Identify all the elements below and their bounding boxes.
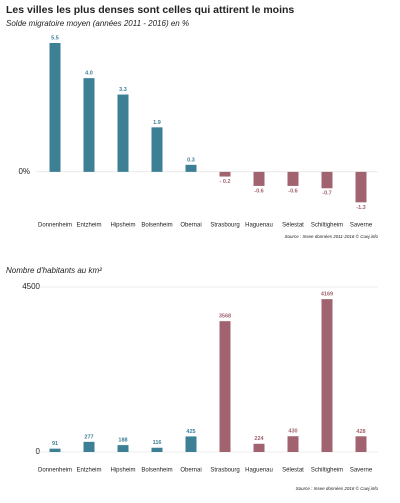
bar [117, 94, 129, 172]
value-label: -0.6 [254, 188, 263, 194]
bar [355, 171, 367, 203]
y-tick-label: 0% [18, 167, 30, 176]
value-label: 430 [288, 429, 297, 435]
bar [219, 321, 231, 452]
bar [287, 171, 299, 186]
value-label: 4.0 [85, 71, 93, 77]
y-tick-label: 0 [36, 447, 41, 456]
x-tick-label: Bolsenheim [141, 468, 172, 474]
x-tick-label: Strasbourg [210, 468, 239, 474]
bar [219, 171, 231, 177]
x-tick-label: Sélestat [282, 468, 304, 474]
x-tick-label: Hipsheim [110, 223, 135, 229]
value-label: -0.6 [288, 188, 297, 194]
bar [49, 42, 61, 172]
x-tick-label: Bolsenheim [141, 223, 172, 229]
source: Source : Insee données 2016 © Cuej.info [296, 485, 379, 491]
x-tick-label: Schiltigheim [311, 468, 343, 474]
x-tick-label: Saverne [350, 468, 373, 474]
x-tick-label: Donnenheim [38, 223, 72, 229]
value-label: -0.7 [322, 191, 331, 197]
x-tick-label: Hipsheim [110, 468, 135, 474]
x-tick-label: Sélestat [282, 223, 304, 229]
bar [151, 127, 163, 172]
value-label: 1.9 [153, 120, 161, 126]
value-label: 224 [254, 436, 264, 442]
value-label: - 0.2 [219, 179, 230, 185]
value-label: 188 [118, 438, 127, 444]
chart-subtitle: Solde migratoire moyen (années 2011 - 20… [6, 19, 189, 28]
x-tick-label: Donnenheim [38, 468, 72, 474]
bar [83, 441, 95, 452]
y-tick-label: 4500 [22, 282, 40, 291]
bar [253, 443, 265, 452]
bar [185, 164, 197, 172]
bar [117, 445, 129, 452]
value-label: 116 [153, 440, 162, 446]
bar [253, 171, 265, 186]
x-tick-label: Saverne [350, 223, 373, 229]
x-tick-label: Haguenau [245, 468, 273, 474]
x-tick-label: Entzheim [76, 223, 101, 229]
bar [287, 436, 299, 452]
x-tick-label: Obernai [180, 468, 201, 474]
x-tick-label: Entzheim [76, 468, 101, 474]
value-label: 0.3 [187, 157, 195, 163]
value-label: 3568 [219, 314, 231, 320]
bar [83, 78, 95, 172]
value-label: 428 [356, 429, 365, 435]
value-label: 91 [52, 441, 58, 447]
x-tick-label: Obernai [180, 223, 201, 229]
page-title: Les villes les plus denses sont celles q… [6, 4, 294, 16]
bar [49, 448, 61, 452]
value-label: 5.5 [51, 35, 59, 41]
value-label: 277 [84, 434, 93, 440]
bar [355, 436, 367, 452]
bar [185, 436, 197, 452]
value-label: -1.3 [356, 205, 365, 211]
value-label: 3.3 [119, 87, 127, 93]
source: Source : Insee données 2011-2016 © Cuej.… [284, 233, 378, 239]
chart-subtitle: Nombre d'habitants au km² [6, 266, 102, 275]
value-label: 4169 [321, 292, 333, 298]
x-tick-label: Strasbourg [210, 223, 239, 229]
bar [321, 299, 333, 452]
x-tick-label: Haguenau [245, 223, 273, 229]
bar [321, 171, 333, 189]
bar [151, 447, 163, 452]
x-tick-label: Schiltigheim [311, 223, 343, 229]
value-label: 425 [186, 429, 195, 435]
